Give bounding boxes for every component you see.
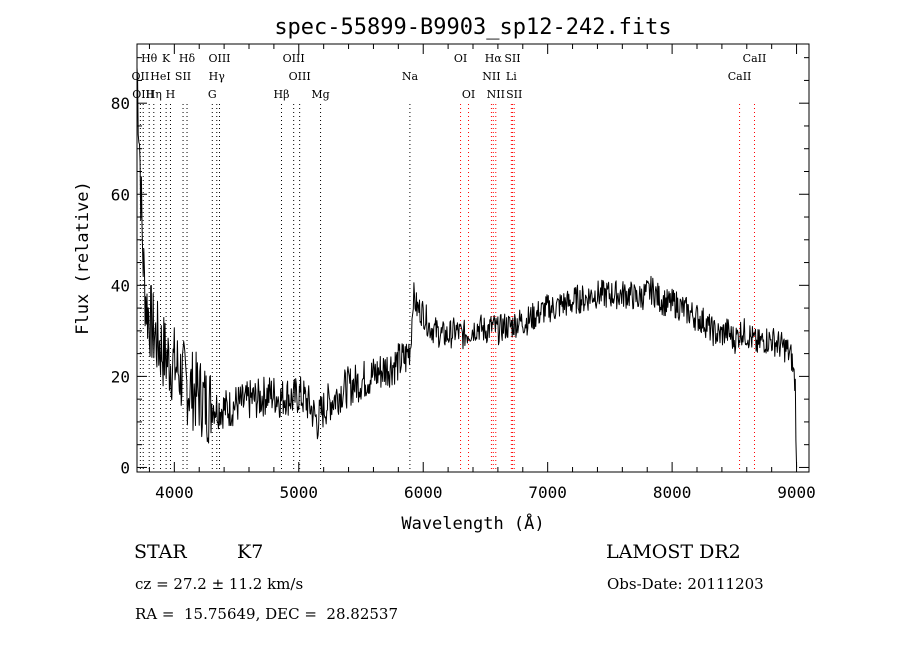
x-tick-label: 6000 — [404, 483, 443, 502]
spectral-line-label: OIII — [208, 52, 230, 65]
axis-ticks-layer: 4000 5000 6000 7000 8000 9000 0 20 40 60 80 — [111, 44, 816, 502]
y-tick-label: 20 — [111, 367, 130, 386]
coordinates: RA = 15.75649, DEC = 28.82537 — [135, 605, 399, 623]
spectral-line-label: CaII — [728, 70, 752, 83]
x-tick-label: 5000 — [280, 483, 319, 502]
spectral-line-label: CaII — [743, 52, 767, 65]
spectral-line-label: H — [166, 88, 176, 101]
spectral-line-label: SII — [504, 52, 520, 65]
spectral-line-label: OI — [454, 52, 467, 65]
y-axis-label: Flux (relative) — [73, 181, 93, 335]
spectral-line-label: Hγ — [209, 70, 226, 83]
y-tick-label: 40 — [111, 276, 130, 295]
x-tick-label: 4000 — [155, 483, 194, 502]
redshift-readout: cz = 27.2 ± 11.2 km/s — [135, 575, 304, 593]
y-tick-label: 60 — [111, 185, 130, 204]
spectral-line-label: Hθ — [141, 52, 158, 65]
x-tick-label: 7000 — [528, 483, 567, 502]
spectral-line-label: NII — [482, 70, 500, 83]
spectral-line-label: SII — [175, 70, 191, 83]
spectral-line-label: OII — [132, 70, 150, 83]
spectral-line-label: Na — [402, 70, 419, 83]
spectrum-line — [136, 67, 798, 468]
series-layer — [136, 67, 798, 468]
spectral-line-label: OI — [462, 88, 475, 101]
y-tick-label: 0 — [120, 458, 130, 477]
spectral-line-label: Hβ — [274, 88, 290, 101]
spectral-line-label: OIII — [283, 52, 305, 65]
spectral-line-label: OIII — [289, 70, 311, 83]
x-tick-label: 8000 — [653, 483, 692, 502]
survey-name: LAMOST DR2 — [606, 541, 741, 563]
spectral-line-label: Li — [506, 70, 517, 83]
spectral-line-label: Hα — [485, 52, 503, 65]
spectral-line-label: Hδ — [179, 52, 196, 65]
spectral-line-label: HeI — [150, 70, 170, 83]
obs-date: Obs-Date: 20111203 — [607, 575, 764, 593]
spectral-line-label: G — [208, 88, 217, 101]
spectral-line-label: Mg — [311, 88, 329, 101]
spectral-line-label: Hη — [146, 88, 162, 101]
spectral-line-label: K — [162, 52, 171, 65]
x-tick-label: 9000 — [777, 483, 816, 502]
chart-title: spec-55899-B9903_sp12-242.fits — [274, 15, 671, 40]
spectral-line-label: SII — [506, 88, 522, 101]
y-tick-label: 80 — [111, 94, 130, 113]
spectral-line-label: NII — [487, 88, 505, 101]
x-axis-label: Wavelength (Å) — [401, 512, 544, 534]
subclass: K7 — [237, 541, 264, 563]
object-class: STAR — [134, 541, 187, 563]
